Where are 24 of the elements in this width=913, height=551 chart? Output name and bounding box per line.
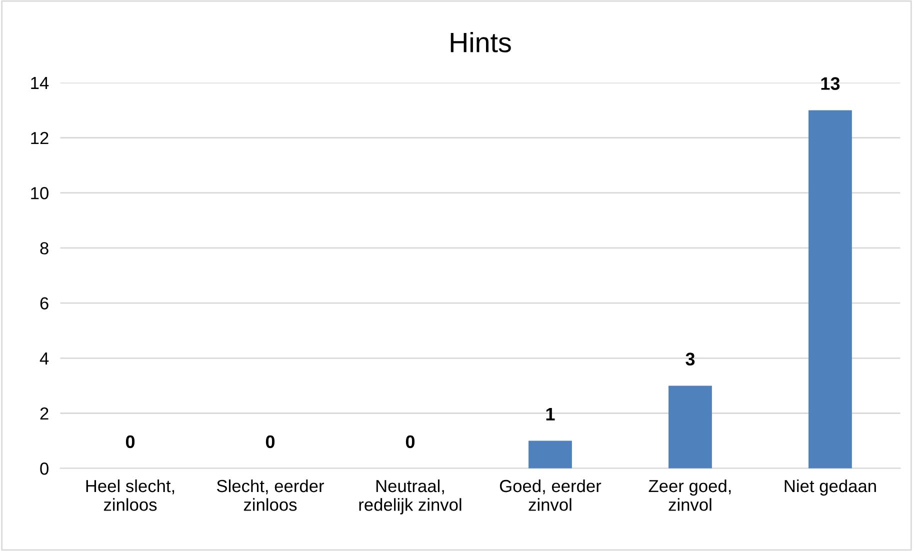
x-tick-label: Heel slecht, zinloos [86,479,174,511]
y-tick-label: 8 [40,242,48,254]
bar [668,386,712,468]
data-label: 0 [266,435,275,448]
y-tick-label: 12 [31,132,48,144]
data-label: 13 [821,77,840,90]
bar [808,110,852,468]
x-tick-label: Zeer goed, zinvol [648,479,731,511]
y-tick-label: 2 [40,407,48,420]
data-label: 1 [546,408,555,420]
y-tick-label: 6 [40,297,48,310]
chart-title: Hints [450,32,511,52]
y-tick-label: 10 [31,187,48,200]
data-label: 3 [686,352,695,366]
bar [528,440,572,468]
x-tick-label: Goed, eerder zinvol [500,479,602,511]
y-tick-label: 14 [31,76,49,89]
data-label: 0 [406,435,415,448]
x-tick-label: Neutraal, redelijk zinvol [359,479,462,514]
data-label: 0 [126,435,135,448]
y-tick-label: 0 [40,462,48,475]
x-tick-label: Slecht, eerder zinloos [217,479,324,511]
x-tick-label: Niet gedaan [784,479,876,496]
y-tick-label: 4 [40,352,49,364]
